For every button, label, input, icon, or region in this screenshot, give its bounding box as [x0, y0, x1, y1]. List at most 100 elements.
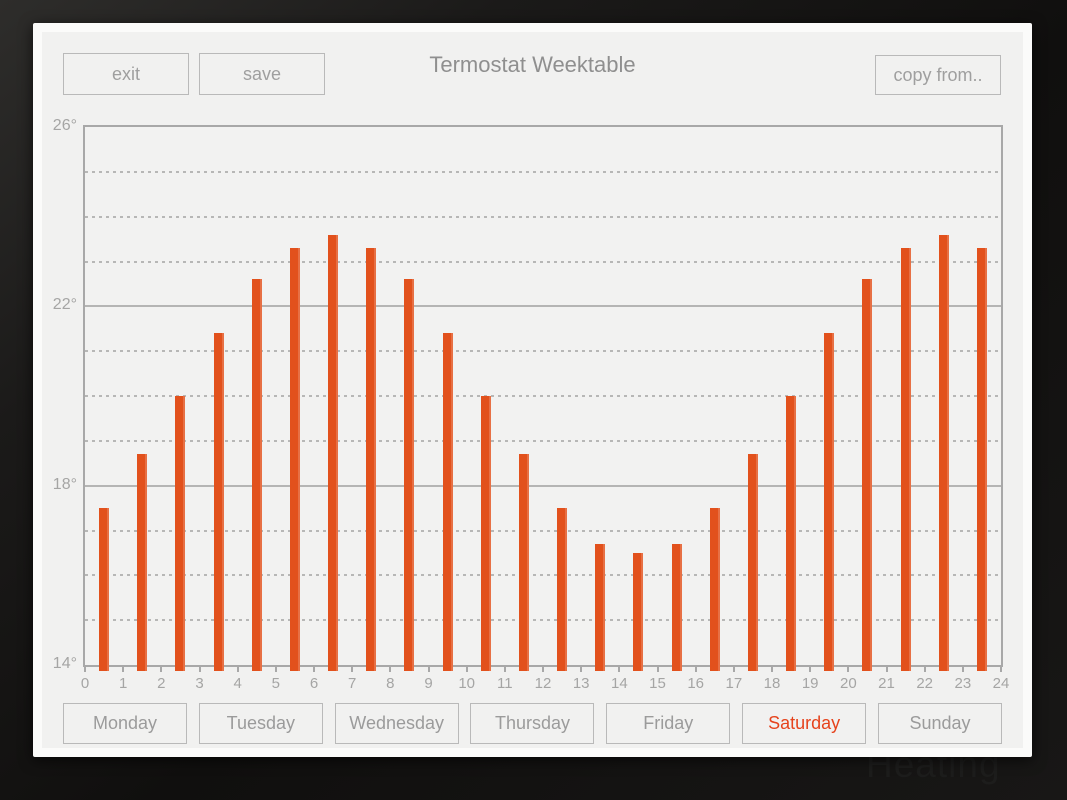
- x-axis-tick-13: [580, 665, 583, 672]
- day-tab-sunday[interactable]: Sunday: [877, 703, 1002, 744]
- day-tab-monday[interactable]: Monday: [63, 703, 187, 744]
- gridline-dashed-16: [85, 574, 1001, 577]
- x-axis-label-14: 14: [610, 675, 628, 692]
- x-axis-label-19: 19: [801, 675, 819, 692]
- gridline-dashed-19: [85, 439, 1001, 442]
- temperature-bar-hour-12[interactable]: [557, 508, 568, 671]
- x-axis-tick-19: [809, 665, 812, 672]
- temperature-bar-hour-14[interactable]: [633, 552, 644, 671]
- temperature-bar-hour-9[interactable]: [442, 333, 453, 671]
- y-axis-label-14: 14°: [52, 655, 77, 672]
- day-tab-tuesday[interactable]: Tuesday: [198, 703, 323, 744]
- temperature-bar-hour-17[interactable]: [747, 454, 758, 671]
- temperature-bar-hour-18[interactable]: [786, 396, 797, 671]
- day-tab-wednesday[interactable]: Wednesday: [334, 703, 459, 744]
- temperature-bar-hour-8[interactable]: [404, 279, 415, 671]
- x-axis-label-5: 5: [271, 675, 280, 692]
- x-axis-label-7: 7: [347, 675, 357, 692]
- gridline-dashed-25: [85, 170, 1001, 173]
- x-axis-tick-10: [465, 665, 468, 672]
- temperature-bar-hour-5[interactable]: [289, 248, 300, 671]
- x-axis-label-12: 12: [534, 675, 552, 692]
- x-axis-label-24: 24: [992, 675, 1010, 692]
- x-axis-label-0: 0: [80, 675, 90, 692]
- x-axis-label-2: 2: [157, 675, 166, 692]
- x-axis-label-21: 21: [878, 675, 895, 692]
- gridline-dashed-24: [85, 215, 1001, 218]
- x-axis-tick-7: [351, 665, 354, 672]
- gridline-solid-22: [85, 305, 1001, 308]
- temperature-bar-hour-1[interactable]: [137, 454, 148, 671]
- temperature-bar-hour-4[interactable]: [251, 279, 262, 671]
- x-axis-label-9: 9: [424, 675, 433, 692]
- x-axis-tick-23: [961, 665, 964, 672]
- x-axis-label-15: 15: [649, 675, 666, 692]
- gridline-dashed-23: [85, 260, 1001, 263]
- x-axis-tick-6: [313, 665, 315, 672]
- temperature-bar-hour-16[interactable]: [709, 508, 720, 671]
- save-button[interactable]: save: [199, 53, 325, 95]
- x-axis-tick-20: [847, 665, 850, 672]
- x-axis-tick-18: [771, 665, 773, 672]
- x-axis-label-22: 22: [916, 675, 933, 692]
- temperature-bar-hour-22[interactable]: [938, 234, 949, 671]
- x-axis-label-10: 10: [458, 675, 475, 692]
- day-tabs: Monday Tuesday Wednesday Thursday Friday Satu…: [63, 703, 1002, 744]
- temperature-bar-hour-11[interactable]: [518, 454, 529, 671]
- x-axis-label-1: 1: [118, 675, 128, 692]
- temperature-bar-hour-23[interactable]: [976, 248, 987, 671]
- temperature-bar-hour-0[interactable]: [99, 508, 110, 671]
- x-axis-tick-11: [503, 665, 506, 672]
- temperature-bar-hour-7[interactable]: [366, 248, 377, 671]
- x-axis-tick-0: [84, 665, 86, 672]
- exit-button[interactable]: exit: [63, 53, 189, 95]
- x-axis-label-16: 16: [687, 675, 704, 692]
- y-axis-label-18: 18°: [52, 475, 77, 493]
- x-axis-tick-5: [274, 665, 277, 672]
- x-axis-label-3: 3: [195, 675, 204, 692]
- x-axis-label-4: 4: [233, 675, 242, 692]
- temperature-bar-hour-15[interactable]: [671, 543, 682, 671]
- day-tab-saturday[interactable]: Saturday: [742, 703, 867, 744]
- x-axis-tick-24: [1000, 665, 1002, 672]
- x-axis-tick-17: [732, 665, 735, 672]
- x-axis-label-23: 23: [954, 675, 972, 692]
- x-axis-tick-12: [542, 665, 544, 672]
- x-axis-tick-4: [236, 665, 239, 672]
- x-axis-tick-8: [389, 665, 392, 672]
- day-tab-friday[interactable]: Friday: [606, 703, 731, 744]
- gridline-dashed-20: [85, 395, 1001, 397]
- x-axis-tick-22: [923, 665, 926, 672]
- x-axis-tick-1: [122, 665, 125, 672]
- temperature-chart: 14° 18° 22° 26° 0 1 2 3 4 5 6 7 8 9 10 11 12 13 14 15 16 17 18…: [53, 117, 1010, 692]
- temperature-bar-hour-6[interactable]: [328, 234, 339, 671]
- copy-from-button[interactable]: copy from..: [875, 55, 1001, 95]
- x-axis-label-20: 20: [839, 675, 857, 692]
- thermostat-weektable-window: exit save Termostat Weektable copy from.…: [33, 23, 1032, 757]
- page-title: Termostat Weektable: [429, 52, 636, 77]
- y-axis-label-26: 26°: [52, 117, 77, 134]
- day-tab-thursday[interactable]: Thursday: [470, 703, 595, 744]
- temperature-bar-hour-2[interactable]: [175, 396, 186, 671]
- x-axis-tick-3: [198, 665, 201, 672]
- x-axis-tick-15: [656, 665, 659, 672]
- x-axis-label-11: 11: [497, 675, 513, 692]
- x-axis-tick-9: [427, 665, 430, 672]
- x-axis-tick-16: [694, 665, 697, 672]
- temperature-bar-hour-10[interactable]: [480, 396, 491, 671]
- temperature-bar-hour-19[interactable]: [824, 333, 835, 671]
- y-axis-label-22: 22°: [52, 296, 77, 314]
- gridline-dashed-21: [85, 350, 1001, 353]
- x-axis-tick-21: [885, 665, 888, 672]
- temperature-bar-hour-3[interactable]: [213, 333, 224, 671]
- temperature-bar-hour-13[interactable]: [595, 543, 606, 671]
- temperature-bar-hour-21[interactable]: [900, 248, 911, 671]
- x-axis-label-6: 6: [309, 675, 319, 692]
- gridline-dashed-15: [85, 619, 1001, 622]
- x-axis-label-13: 13: [572, 675, 590, 692]
- gridline-solid-18: [85, 484, 1001, 487]
- x-axis-tick-14: [618, 665, 621, 672]
- x-axis-tick-2: [160, 665, 163, 672]
- x-axis-label-8: 8: [386, 675, 395, 692]
- temperature-bar-hour-20[interactable]: [862, 279, 873, 671]
